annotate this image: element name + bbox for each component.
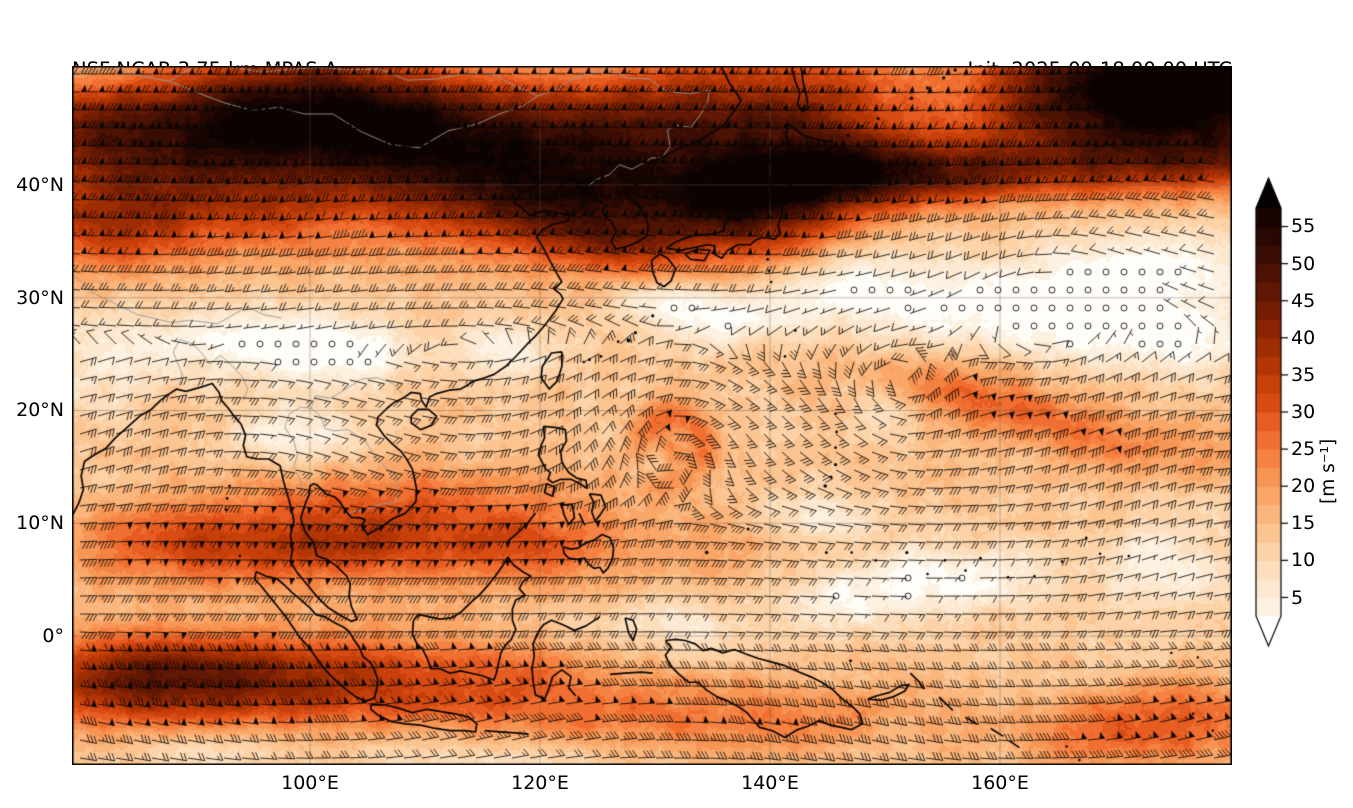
y-tick-10n: 10°N	[16, 512, 64, 534]
x-tick-120e: 120°E	[511, 772, 569, 794]
x-tick-160e: 160°E	[971, 772, 1029, 794]
colorbar-tick-50: 50	[1291, 253, 1316, 275]
colorbar-tick-15: 15	[1291, 512, 1316, 534]
shear-map-canvas	[72, 66, 1232, 765]
colorbar-tick-55: 55	[1291, 215, 1316, 237]
x-tick-100e: 100°E	[281, 772, 339, 794]
colorbar-tick-5: 5	[1291, 587, 1304, 609]
y-tick-40n: 40°N	[16, 174, 64, 196]
colorbar-tick-25: 25	[1291, 438, 1316, 460]
colorbar-tick-35: 35	[1291, 364, 1316, 386]
x-tick-140e: 140°E	[741, 772, 799, 794]
y-tick-0: 0°	[42, 625, 64, 647]
colorbar-tick-30: 30	[1291, 401, 1316, 423]
colorbar-tick-40: 40	[1291, 327, 1316, 349]
colorbar-unit-label: [m s⁻¹]	[1318, 438, 1339, 504]
y-tick-30n: 30°N	[16, 287, 64, 309]
colorbar-tick-45: 45	[1291, 290, 1316, 312]
map-panel	[72, 66, 1232, 765]
colorbar-tick-10: 10	[1291, 549, 1316, 571]
y-tick-20n: 20°N	[16, 399, 64, 421]
colorbar	[1248, 172, 1298, 654]
colorbar-tick-20: 20	[1291, 475, 1316, 497]
